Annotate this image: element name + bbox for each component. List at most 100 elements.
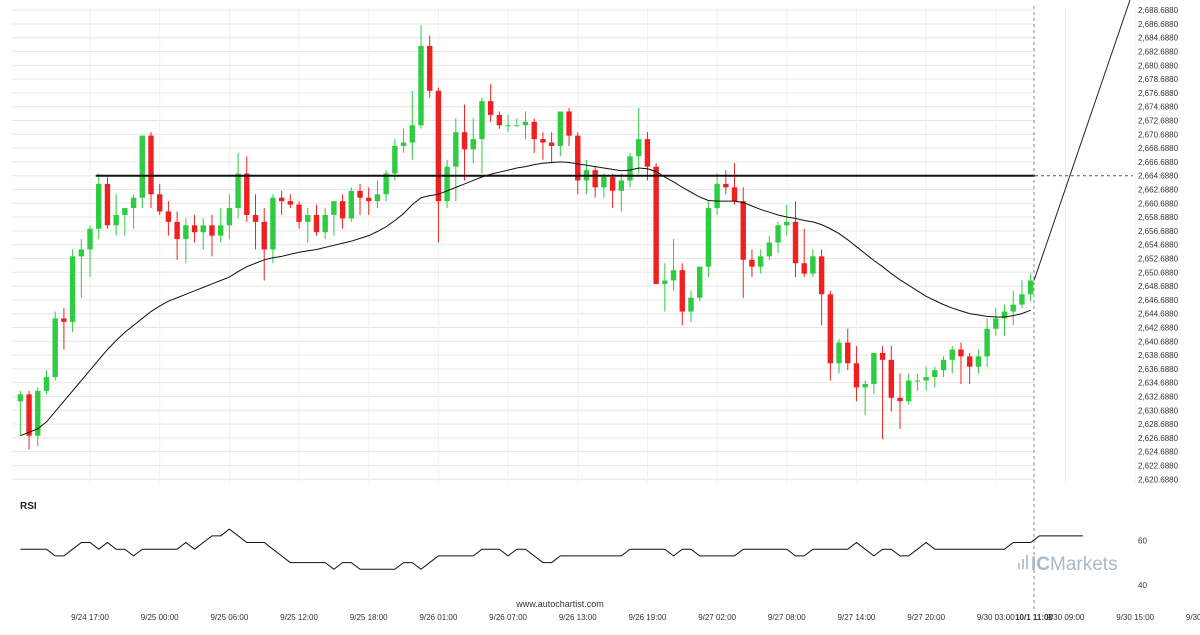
candle-body (653, 166, 659, 284)
price-tick-label: 2,652.6880 (1138, 255, 1179, 264)
candle (296, 201, 302, 229)
price-tick-label: 2,654.6880 (1138, 241, 1179, 250)
candle (784, 204, 790, 236)
candle (853, 346, 860, 402)
candle (217, 208, 224, 243)
candle (392, 139, 398, 181)
candle (435, 87, 442, 243)
brand-suffix: Markets (1050, 554, 1118, 575)
candle-body (453, 132, 459, 167)
candle-body (104, 183, 111, 226)
candle (270, 194, 276, 264)
candle (1027, 273, 1034, 302)
candle (723, 170, 729, 195)
candle (836, 339, 842, 374)
candle (339, 194, 346, 229)
candle-body (975, 356, 982, 367)
candle-body (914, 380, 921, 382)
candle-body (505, 125, 511, 127)
candle (26, 390, 32, 450)
candle (879, 346, 886, 440)
candle-body (888, 359, 894, 398)
candle-body (183, 225, 189, 240)
candle-body (479, 101, 485, 140)
candle (740, 187, 746, 298)
candle (993, 308, 999, 336)
price-tick-label: 2,674.6880 (1138, 103, 1179, 112)
candle-body (966, 356, 973, 367)
brand-dots-icon (1018, 555, 1028, 569)
candle (470, 118, 476, 164)
candle (139, 135, 145, 209)
candle-body (400, 142, 407, 146)
candle (731, 163, 738, 205)
time-tick-label: 10/1 11:00 (1015, 613, 1053, 622)
time-tick-label: 9/30 03:00 (977, 613, 1015, 622)
candle (958, 342, 964, 384)
candle (636, 108, 642, 174)
moving-average-line (20, 161, 1031, 437)
price-tick-label: 2,632.6880 (1138, 392, 1179, 401)
candle (653, 163, 659, 284)
price-tick-label: 2,622.6880 (1138, 461, 1179, 470)
candle-body (1010, 304, 1016, 312)
candle (104, 177, 111, 229)
candle-body (17, 394, 24, 402)
candle-body (339, 201, 346, 219)
candle-body (993, 318, 999, 329)
candle-body (540, 139, 546, 143)
candle-body (696, 266, 703, 298)
candlestick-series (17, 25, 1034, 450)
candle-body (827, 294, 834, 364)
candle (688, 290, 694, 322)
candle-body (801, 263, 807, 274)
candle (43, 370, 50, 395)
price-tick-label: 2,656.6880 (1138, 227, 1179, 236)
candle-body (644, 139, 651, 167)
candle-body (331, 201, 337, 215)
candle (531, 118, 537, 153)
price-tick-label: 2,682.6880 (1138, 48, 1179, 57)
candle (810, 249, 816, 278)
candle (244, 156, 250, 222)
time-tick-label: 9/27 02:00 (698, 613, 736, 622)
candle (906, 373, 912, 405)
candle-body (69, 256, 76, 322)
candle-body (566, 111, 572, 136)
candle (61, 308, 67, 350)
time-tick-label: 9/26 13:00 (559, 613, 597, 622)
candle-body (209, 225, 215, 236)
candle (261, 208, 267, 281)
indicator-axis: 40 60 (1138, 536, 1147, 590)
candle-body (226, 208, 233, 226)
price-tick-label: 2,636.6880 (1138, 365, 1179, 374)
price-tick-label: 2,678.6880 (1138, 75, 1179, 84)
price-tick-label: 2,644.6880 (1138, 310, 1179, 319)
candle-body (52, 318, 58, 378)
candle-body (122, 208, 128, 215)
candle-body (923, 377, 929, 381)
candle (496, 111, 503, 129)
candle-body (470, 139, 476, 150)
candle-body (897, 397, 903, 402)
candle-body (818, 256, 825, 295)
time-tick-label: 9/24 17:00 (71, 613, 109, 622)
candle (1010, 290, 1016, 326)
time-tick-label: 9/30 15:00 (1116, 613, 1154, 622)
candle-body (723, 183, 729, 188)
candle (862, 380, 868, 416)
candle-body (906, 380, 912, 402)
candle (1001, 304, 1008, 336)
candle (191, 214, 198, 243)
forecast-arrow-shaft (1033, 0, 1131, 281)
price-tick-label: 2,628.6880 (1138, 420, 1179, 429)
candle-body (627, 156, 633, 181)
time-tick-label: 9/25 00:00 (141, 613, 179, 622)
candle-body (130, 197, 137, 209)
candle (670, 239, 677, 291)
candle-body (548, 142, 555, 146)
rsi-line (20, 528, 1083, 570)
candle-body (487, 101, 494, 115)
